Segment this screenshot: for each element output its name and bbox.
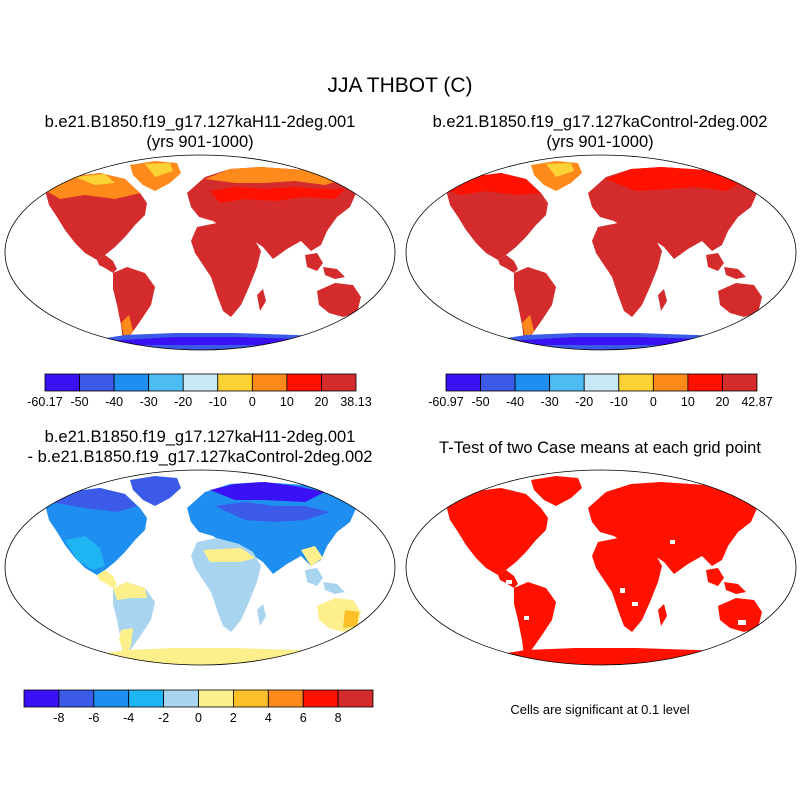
colorbar-swatch bbox=[198, 689, 234, 708]
panel-subtitle-line: - b.e21.B1850.f19_g17.127kaControl-2deg.… bbox=[27, 448, 373, 466]
colorbar-swatch bbox=[337, 689, 374, 708]
colorbar-tick-label: -6 bbox=[88, 711, 99, 725]
colorbar-tick-label: 8 bbox=[335, 711, 342, 725]
colorbar-tick-label: -50 bbox=[71, 395, 89, 409]
colorbar-tick-label: -30 bbox=[541, 395, 559, 409]
colorbar-swatch bbox=[128, 689, 164, 708]
colorbar-tick-label: 4 bbox=[265, 711, 272, 725]
map-panel-case2 bbox=[405, 154, 797, 351]
map-panel-ttest bbox=[405, 469, 797, 666]
colorbar-swatch bbox=[618, 373, 654, 392]
colorbar-swatch bbox=[79, 373, 115, 392]
figure-title: JJA THBOT (C) bbox=[327, 74, 473, 97]
colorbar-tick-label: 0 bbox=[249, 395, 256, 409]
colorbar-case1: -60.17 -50 -40 -30 -20 -10 0 10 20 38.13 bbox=[27, 373, 372, 409]
colorbar-swatch bbox=[286, 373, 322, 392]
colorbar-diff: -8 -6 -4 -2 0 2 4 6 8 bbox=[23, 689, 374, 725]
colorbar-swatch bbox=[549, 373, 585, 392]
colorbar-tick-label: -60.17 bbox=[27, 395, 62, 409]
colorbar-tick-label: 20 bbox=[314, 395, 328, 409]
colorbar-tick-label: 2 bbox=[230, 711, 237, 725]
colorbar-swatch bbox=[302, 689, 339, 708]
colorbar-tick-label: 6 bbox=[300, 711, 307, 725]
colorbar-tick-label: 0 bbox=[650, 395, 657, 409]
colorbar-tick-label: 20 bbox=[715, 395, 729, 409]
colorbar-tick-label: -40 bbox=[105, 395, 123, 409]
colorbar-swatch bbox=[251, 373, 288, 392]
colorbar-swatch bbox=[583, 373, 620, 392]
colorbar-tick-label: 0 bbox=[195, 711, 202, 725]
colorbar-tick-label: 10 bbox=[681, 395, 695, 409]
colorbar-swatch bbox=[23, 689, 60, 708]
colorbar-tick-label: 42.87 bbox=[741, 395, 772, 409]
colorbar-case2: -60.97 -50 -40 -30 -20 -10 0 10 20 42.87 bbox=[428, 373, 773, 409]
panel-title-case1: b.e21.B1850.f19_g17.127kaH11-2deg.001 (y… bbox=[0, 112, 400, 152]
colorbar-tick-label: -4 bbox=[123, 711, 134, 725]
colorbar-swatch bbox=[652, 373, 689, 392]
colorbar-tick-label: -40 bbox=[506, 395, 524, 409]
panel-subtitle-line: (yrs 901-1000) bbox=[146, 133, 254, 151]
colorbar-tick-label: -2 bbox=[158, 711, 169, 725]
colorbar-swatch bbox=[232, 689, 269, 708]
colorbar-swatch bbox=[687, 373, 723, 392]
colorbar-tick-label: -8 bbox=[53, 711, 64, 725]
colorbar-tick-label: -20 bbox=[174, 395, 192, 409]
colorbar-tick-label: -60.97 bbox=[428, 395, 463, 409]
colorbar-swatch bbox=[93, 689, 130, 708]
colorbar-swatch bbox=[480, 373, 516, 392]
colorbar-tick-label: -30 bbox=[140, 395, 158, 409]
colorbar-swatch bbox=[58, 689, 95, 708]
colorbar-tick-label: -10 bbox=[209, 395, 227, 409]
significance-note: Cells are significant at 0.1 level bbox=[510, 702, 690, 717]
colorbar-tick-label: 38.13 bbox=[340, 395, 371, 409]
colorbar-swatch bbox=[217, 373, 253, 392]
colorbar-swatch bbox=[722, 373, 758, 392]
panel-title-case2: b.e21.B1850.f19_g17.127kaControl-2deg.00… bbox=[400, 112, 800, 152]
colorbar-swatch bbox=[44, 373, 80, 392]
colorbar-swatch bbox=[182, 373, 219, 392]
colorbar-swatch bbox=[163, 689, 199, 708]
panel-title-line: b.e21.B1850.f19_g17.127kaControl-2deg.00… bbox=[432, 113, 768, 131]
panel-title-line: b.e21.B1850.f19_g17.127kaH11-2deg.001 bbox=[44, 113, 356, 131]
map-panel-diff bbox=[4, 469, 396, 666]
colorbar-tick-label: -50 bbox=[472, 395, 490, 409]
colorbar-tick-label: -20 bbox=[575, 395, 593, 409]
panel-title-diff: b.e21.B1850.f19_g17.127kaH11-2deg.001 - … bbox=[0, 427, 400, 467]
colorbar-swatch bbox=[148, 373, 184, 392]
colorbar-swatch bbox=[321, 373, 357, 392]
panel-title-ttest: T-Test of two Case means at each grid po… bbox=[439, 439, 761, 457]
panel-title-line: b.e21.B1850.f19_g17.127kaH11-2deg.001 bbox=[44, 428, 356, 446]
map-panel-case1 bbox=[4, 154, 396, 351]
colorbar-tick-label: 10 bbox=[280, 395, 294, 409]
colorbar-swatch bbox=[514, 373, 551, 392]
colorbar-swatch bbox=[113, 373, 150, 392]
colorbar-swatch bbox=[445, 373, 481, 392]
colorbar-swatch bbox=[267, 689, 304, 708]
panel-subtitle-line: (yrs 901-1000) bbox=[546, 133, 654, 151]
colorbar-tick-label: -10 bbox=[610, 395, 628, 409]
